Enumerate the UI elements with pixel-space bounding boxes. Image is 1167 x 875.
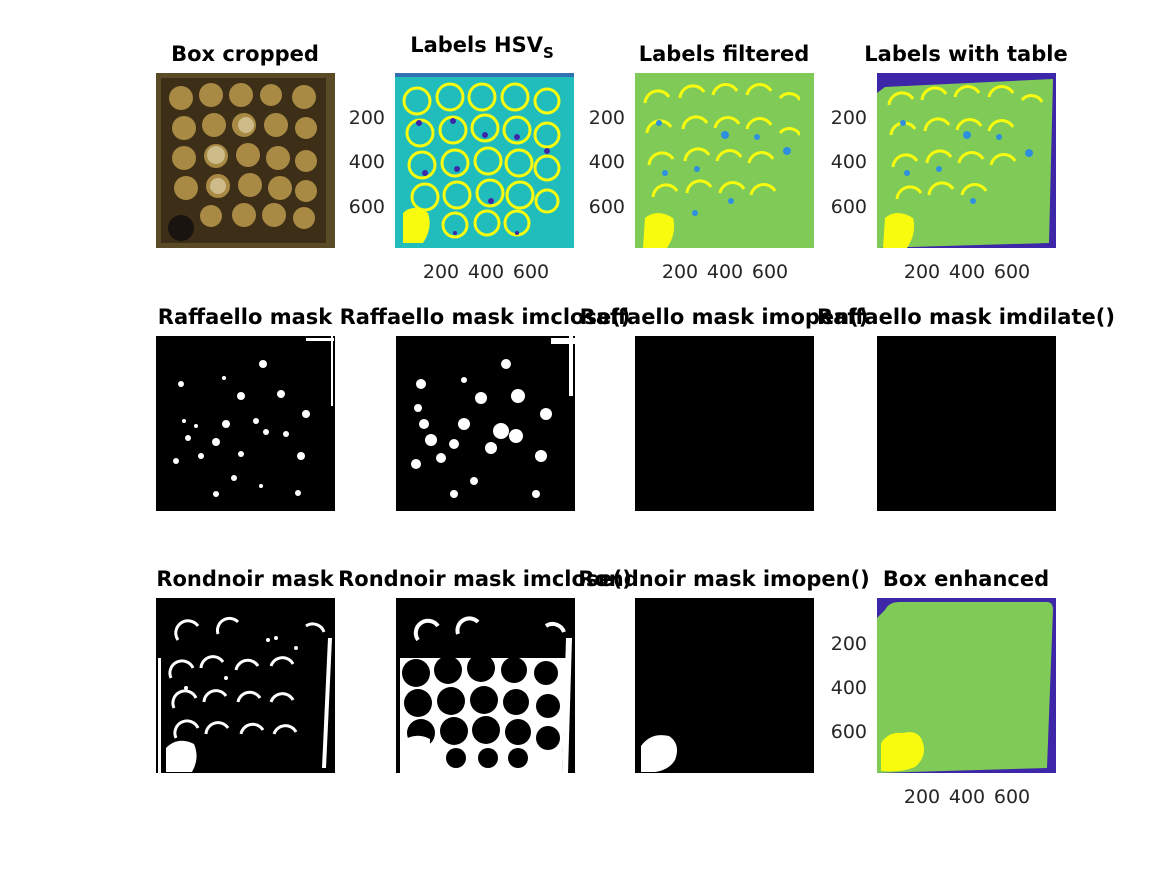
y-tick-label: 200	[830, 633, 867, 655]
rondnoir-mask-image	[156, 598, 335, 773]
y-tick-label: 400	[830, 677, 867, 699]
x-tick-label: 600	[751, 261, 789, 283]
panel-title: Raffaello mask	[157, 305, 333, 329]
y-tick-label: 600	[830, 196, 867, 218]
box-cropped-image	[156, 73, 335, 248]
y-tick-label: 200	[348, 107, 385, 129]
x-tick-label: 400	[948, 261, 986, 283]
x-tick-label: 200	[903, 786, 941, 808]
panel-title: Raffaello mask imdilate()	[817, 305, 1115, 329]
x-tick-label: 200	[661, 261, 699, 283]
x-tick-label: 600	[512, 261, 550, 283]
panel-title: Raffaello mask imclose()	[339, 305, 631, 329]
panel-title: Raffaello mask imopen()	[579, 305, 869, 329]
y-tick-label: 400	[588, 151, 625, 173]
y-tick-label: 400	[830, 151, 867, 173]
raffaello-imdilate-image	[877, 336, 1056, 511]
labels-filtered-image	[635, 73, 814, 248]
x-tick-label: 600	[993, 261, 1031, 283]
raffaello-imopen-image	[635, 336, 814, 511]
panel-title: Rondnoir mask imopen()	[578, 567, 870, 591]
y-tick-label: 200	[588, 107, 625, 129]
y-tick-label: 600	[830, 721, 867, 743]
x-tick-label: 200	[422, 261, 460, 283]
rondnoir-imclose-image	[396, 598, 575, 773]
labels-with-table-image	[877, 73, 1056, 248]
panel-title: Rondnoir mask	[156, 567, 334, 591]
x-tick-label: 400	[948, 786, 986, 808]
y-tick-label: 200	[830, 107, 867, 129]
y-tick-label: 600	[348, 196, 385, 218]
y-tick-label: 600	[588, 196, 625, 218]
panel-title: Rondnoir mask imclose()	[338, 567, 632, 591]
rondnoir-imopen-image	[635, 598, 814, 773]
raffaello-imclose-image	[396, 336, 575, 511]
raffaello-mask-image	[156, 336, 335, 511]
panel-title: Labels with table	[864, 42, 1068, 66]
panel-title: Labels HSVS	[410, 33, 554, 62]
panel-title: Box enhanced	[882, 567, 1050, 591]
panel-title: Box cropped	[171, 42, 319, 66]
box-enhanced-image	[877, 598, 1056, 773]
labels-hsv-image	[395, 73, 574, 248]
y-tick-label: 400	[348, 151, 385, 173]
x-tick-label: 400	[467, 261, 505, 283]
panel-title: Labels filtered	[638, 42, 810, 66]
x-tick-label: 600	[993, 786, 1031, 808]
x-tick-label: 400	[706, 261, 744, 283]
x-tick-label: 200	[903, 261, 941, 283]
